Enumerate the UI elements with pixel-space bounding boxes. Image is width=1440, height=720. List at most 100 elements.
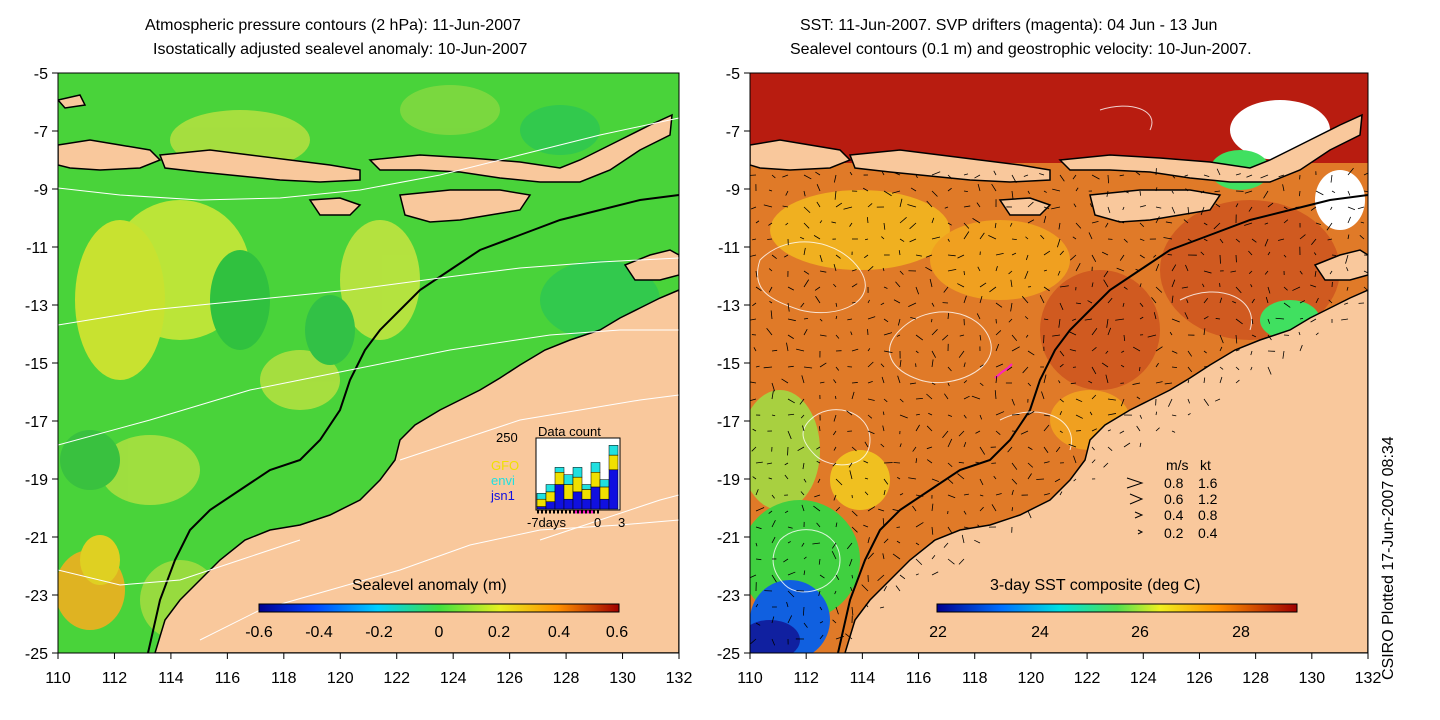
velocity-vector <box>947 313 950 320</box>
velocity-vector <box>1120 364 1125 368</box>
velocity-vector <box>974 174 981 179</box>
velocity-vector <box>1027 473 1032 480</box>
velocity-vector <box>928 412 933 416</box>
velocity-vector <box>750 398 757 402</box>
velocity-vector <box>957 283 965 288</box>
velocity-vector <box>1171 318 1180 323</box>
sla-colorbar-ticks: -0.6 -0.4 -0.2 0 0.2 0.4 0.6 <box>245 624 628 641</box>
velocity-vector <box>819 254 823 263</box>
velocity-vector <box>963 526 971 529</box>
legend-envi: envi <box>491 473 515 488</box>
velocity-vector <box>931 478 940 482</box>
velocity-vector <box>1075 222 1082 229</box>
velocity-vector <box>814 494 821 498</box>
velocity-vector <box>1025 254 1029 261</box>
velocity-vector <box>931 302 935 307</box>
left-xtick-label: 116 <box>215 670 241 687</box>
velocity-vector <box>1346 286 1349 291</box>
velocity-vector <box>1328 299 1333 304</box>
velocity-vector <box>1011 478 1018 485</box>
velocity-vector <box>819 634 824 640</box>
velocity-vector <box>819 621 824 624</box>
velocity-vector <box>931 359 934 368</box>
velocity-vector <box>1058 380 1061 384</box>
velocity-vector <box>1073 455 1077 464</box>
velocity-vector <box>881 236 885 240</box>
velocity-vector <box>1282 350 1285 359</box>
velocity-vector <box>963 231 970 240</box>
velocity-vector <box>1165 221 1173 224</box>
velocity-vector <box>799 236 805 240</box>
velocity-vector <box>863 460 869 464</box>
velocity-vector <box>1267 318 1271 324</box>
right-ytick-label: -19 <box>717 472 740 489</box>
velocity-vector <box>835 506 841 512</box>
velocity-vector <box>787 334 794 339</box>
velocity-vector <box>1059 363 1064 368</box>
velocity-vector <box>1059 250 1064 256</box>
left-ytick-label: -7 <box>34 124 48 141</box>
velocity-vector <box>880 363 885 368</box>
velocity-vector <box>947 238 950 242</box>
velocity-arrow-0.6 <box>1129 493 1144 505</box>
velocity-vector <box>851 391 855 400</box>
velocity-vector <box>1347 216 1352 224</box>
velocity-vector <box>1139 222 1145 228</box>
velocity-vector <box>813 505 821 512</box>
data-count-bar-segment <box>554 484 565 510</box>
velocity-vector <box>819 606 823 611</box>
velocity-vector <box>912 505 917 512</box>
velocity-vector <box>963 295 967 304</box>
velocity-vector <box>899 360 902 368</box>
velocity-vector <box>1075 262 1081 272</box>
velocity-vector <box>1059 411 1063 416</box>
velocity-vector <box>1203 328 1206 336</box>
velocity-legend-header-ms: m/s <box>1166 457 1189 473</box>
velocity-vector <box>752 238 757 241</box>
velocity-vector <box>866 217 869 224</box>
velocity-vector <box>1203 377 1206 384</box>
velocity-vector <box>1215 203 1221 208</box>
velocity-vector <box>867 414 873 419</box>
velocity-vector <box>1363 270 1368 274</box>
velocity-vector <box>755 220 760 224</box>
velocity-vector <box>883 332 893 336</box>
velocity-vector <box>989 286 997 293</box>
velocity-vector <box>1184 312 1189 320</box>
velocity-vector <box>787 430 792 440</box>
velocity-vector <box>891 190 901 194</box>
velocity-vector <box>995 363 1004 368</box>
velocity-vector <box>1359 234 1365 240</box>
left-ytick-label: -5 <box>34 66 48 83</box>
velocity-vector <box>1310 284 1317 288</box>
velocity-vector <box>1203 298 1209 304</box>
left-ytick-label: -21 <box>25 530 48 547</box>
velocity-vector <box>771 494 775 499</box>
velocity-vector <box>771 174 776 179</box>
velocity-vector <box>763 366 773 369</box>
velocity-vector <box>1011 238 1017 240</box>
velocity-vector <box>995 252 1004 256</box>
velocity-vector <box>771 536 776 544</box>
velocity-vector <box>1123 334 1126 342</box>
velocity-vector <box>1116 267 1125 272</box>
left-title-line2: Isostatically adjusted sealevel anomaly:… <box>153 41 528 58</box>
velocity-vector <box>882 425 885 432</box>
velocity-vector <box>1219 238 1224 244</box>
velocity-vector <box>931 382 936 386</box>
velocity-vector <box>1043 461 1050 464</box>
velocity-vector <box>771 382 775 392</box>
velocity-vector <box>867 348 871 352</box>
data-count-bar-segment <box>590 486 601 510</box>
velocity-vector <box>786 342 789 352</box>
velocity-vector <box>1087 300 1093 304</box>
velocity-vector <box>995 330 1002 336</box>
velocity-vector <box>1203 270 1212 274</box>
left-xtick-label: 112 <box>102 670 128 687</box>
velocity-vector <box>979 232 985 240</box>
velocity-vector <box>1027 219 1035 224</box>
velocity-vector <box>1011 174 1017 184</box>
velocity-vector <box>1106 318 1109 328</box>
velocity-vector <box>979 478 984 486</box>
velocity-vector <box>1020 430 1029 435</box>
